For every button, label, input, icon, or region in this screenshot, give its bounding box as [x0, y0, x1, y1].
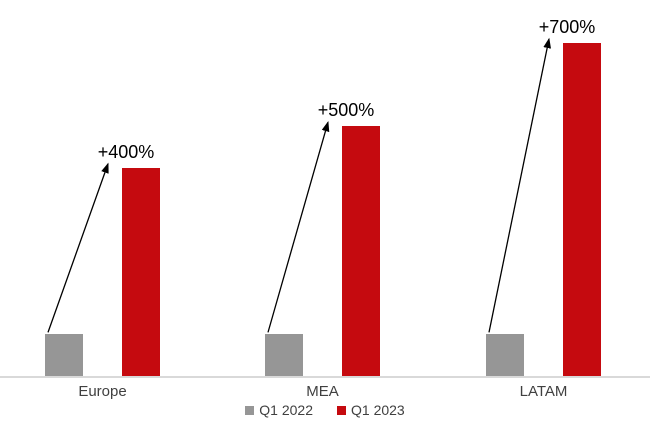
legend-item-q1-2023: Q1 2023 — [337, 402, 405, 418]
bar-latam-q1-2023 — [563, 43, 601, 376]
growth-label-europe: +400% — [97, 141, 155, 162]
growth-arrow-latam — [488, 37, 551, 333]
legend: Q1 2022 Q1 2023 — [0, 402, 650, 418]
growth-label-mea: +500% — [317, 100, 375, 121]
growth-label-latam: +700% — [538, 17, 596, 37]
bar-mea-q1-2023 — [342, 126, 380, 376]
bar-latam-q1-2022 — [486, 334, 524, 376]
legend-label-q1-2023: Q1 2023 — [351, 402, 405, 418]
category-label-latam: LATAM — [519, 383, 568, 400]
legend-item-q1-2022: Q1 2022 — [245, 402, 313, 418]
category-label-europe: Europe — [78, 383, 127, 400]
legend-swatch-q1-2022 — [245, 405, 255, 415]
growth-arrow-europe — [47, 162, 109, 333]
growth-arrow-mea — [267, 120, 330, 333]
legend-swatch-q1-2023 — [337, 405, 346, 415]
legend-label-q1-2022: Q1 2022 — [259, 402, 313, 418]
category-label-mea: MEA — [306, 383, 339, 400]
bar-europe-q1-2022 — [45, 334, 83, 376]
bar-europe-q1-2023 — [122, 167, 160, 376]
bar-mea-q1-2022 — [265, 334, 303, 376]
x-axis-line — [0, 376, 650, 378]
